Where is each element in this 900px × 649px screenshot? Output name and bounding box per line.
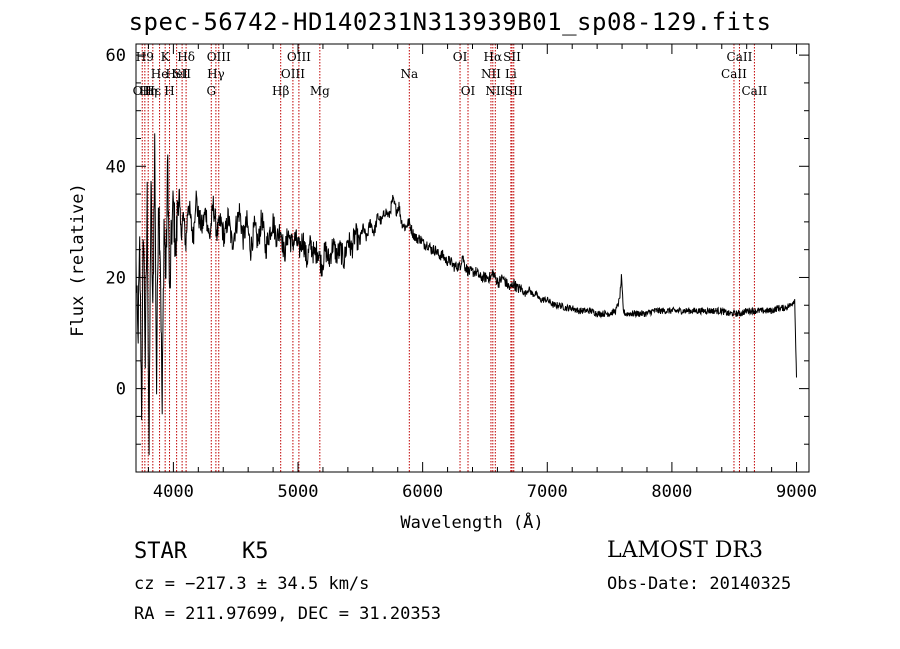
line-marker-labels: OIIH9HηHεHeKHHeISIIHδGHγOIIIHβOIIIOIIIMg… [133,50,768,98]
axes: 4000 5000 6000 7000 8000 9000 0 20 40 60 [106,43,817,502]
line-marker-label: G [206,84,216,98]
line-marker-label: Li [505,67,517,81]
line-marker-label: He [151,67,169,81]
line-marker-label: SII [173,67,191,81]
line-marker-label: Na [400,67,418,81]
spectrum-series [135,133,797,456]
x-tick-label: 8000 [651,482,692,502]
line-marker-label: CaII [721,67,747,81]
line-marker-label: OIII [281,67,305,81]
line-marker-label: OI [461,84,476,98]
line-marker-label: H9 [136,50,154,64]
line-marker-label: Mg [310,84,330,98]
x-tick-label: 4000 [153,482,194,502]
coordinates: RA = 211.97699, DEC = 31.20353 [134,604,442,624]
y-tick-label: 60 [106,46,126,66]
line-marker-label: OI [453,50,468,64]
y-tick-label: 40 [106,157,126,177]
line-marker-label: HeI [165,67,188,81]
redshift-velocity: cz = −217.3 ± 34.5 km/s [134,574,370,594]
survey-name: LAMOST DR3 [607,538,763,563]
line-marker-label: Hβ [272,84,289,98]
y-tick-label: 20 [106,268,126,288]
x-axis-label: Wavelength (Å) [400,511,543,533]
x-tick-label: 9000 [776,482,817,502]
plot-frame [135,43,810,473]
line-marker-label: SII [503,50,521,64]
x-tick-label: 7000 [527,482,568,502]
line-marker-label: H [164,84,174,98]
observation-date: Obs-Date: 20140325 [607,574,792,594]
line-marker-label: Hε [144,84,161,98]
spectrum-line [135,133,797,456]
line-marker-label: NII [485,84,505,98]
line-marker-label: Hη [139,84,157,98]
line-marker-label: NII [481,67,501,81]
line-marker-label: SII [505,84,523,98]
line-marker-label: OIII [207,50,231,64]
line-marker-label: K [161,50,171,64]
line-marker-label: CaII [741,84,767,98]
object-class: STAR [134,539,187,564]
x-tick-label: 6000 [402,482,443,502]
chart-title: spec-56742-HD140231N313939B01_sp08-129.f… [128,8,772,36]
y-tick-label: 0 [116,380,126,400]
y-axis-label: Flux (relative) [68,183,88,337]
object-subclass: K5 [242,539,269,564]
x-tick-label: 5000 [278,482,319,502]
line-marker-label: CaII [727,50,753,64]
line-marker-label: OIII [287,50,311,64]
line-marker-label: OII [133,84,153,98]
line-marker-label: Hγ [207,67,225,81]
line-marker-label: Hα [484,50,503,64]
line-marker-label: Hδ [177,50,195,64]
